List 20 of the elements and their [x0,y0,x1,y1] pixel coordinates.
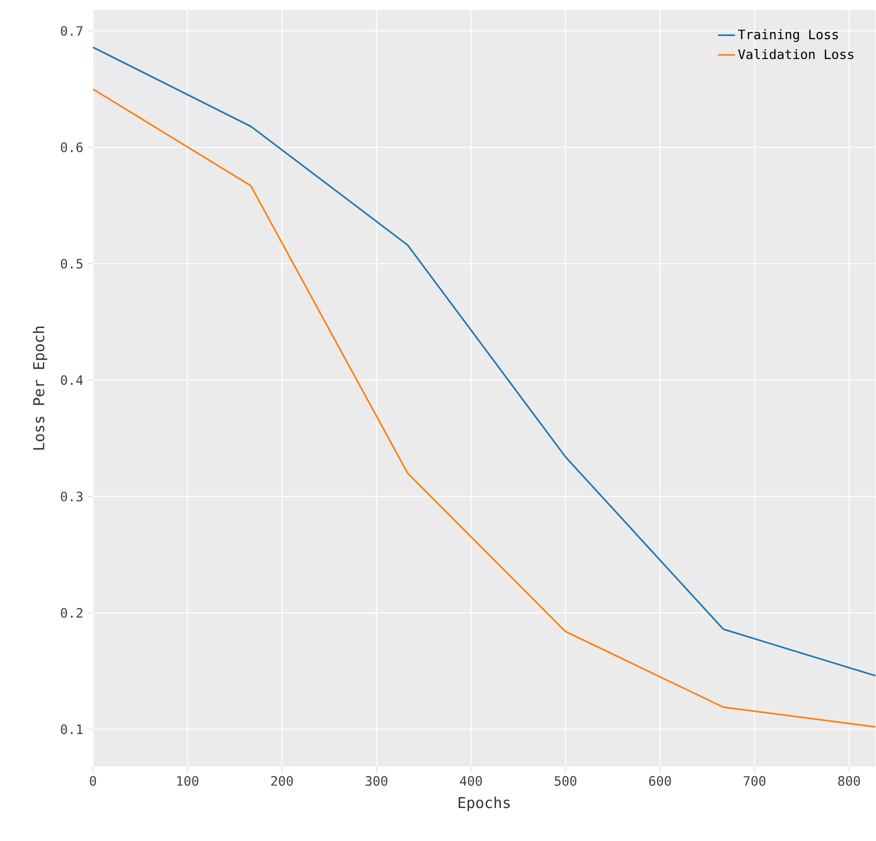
x-tick-label: 800 [838,776,860,786]
y-axis-title: Loss Per Epoch [32,326,48,450]
x-tick-label: 0 [90,776,96,786]
y-tick-label: 0.3 [60,492,82,502]
y-tick-label: 0.2 [60,608,82,618]
x-tick-label: 600 [649,776,671,786]
y-tick-label: 0.1 [60,724,83,734]
x-tick-label: 100 [177,776,198,786]
x-tick-label: 300 [366,776,388,786]
legend-label: Validation Loss [738,49,854,60]
x-tick-label: 200 [271,776,293,786]
x-tick-label: 400 [460,776,482,786]
legend-label: Training Loss [738,30,838,42]
y-tick-label: 0.4 [60,375,83,386]
x-tick-label: 700 [744,776,766,786]
y-tick-label: 0.6 [60,142,83,152]
x-axis-title: Epochs [458,796,510,812]
x-tick-label: 500 [554,776,576,786]
y-tick-label: 0.5 [60,259,82,269]
y-tick-label: 0.7 [60,26,82,36]
